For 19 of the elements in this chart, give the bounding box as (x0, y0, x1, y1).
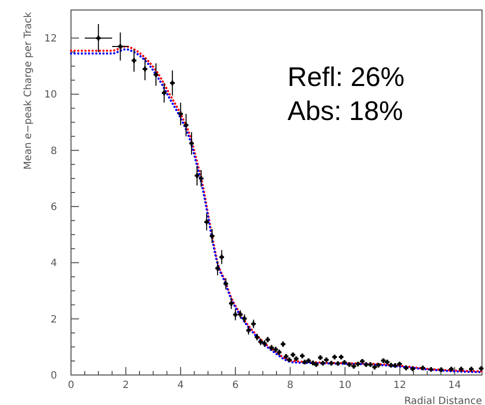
y-tick-label: 10 (44, 90, 57, 101)
y-tick-label: 2 (50, 314, 57, 326)
y-tick-label: 0 (50, 370, 57, 382)
annotation: Abs: 18% (287, 96, 404, 126)
x-tick-label: 12 (393, 380, 406, 391)
y-tick-label: 8 (50, 146, 57, 157)
x-tick-label: 8 (287, 380, 294, 391)
y-tick-label: 6 (50, 202, 57, 214)
x-tick-label: 0 (68, 380, 74, 391)
y-tick-label: 4 (50, 258, 57, 270)
x-axis-title: Radial Distance (404, 396, 482, 405)
y-tick-label: 12 (44, 34, 57, 45)
annotation: Refl: 26% (287, 62, 405, 92)
x-tick-label: 10 (338, 380, 352, 391)
x-tick-label: 2 (122, 380, 129, 391)
x-tick-label: 14 (448, 380, 461, 391)
x-tick-label: 4 (177, 380, 184, 391)
y-axis-title: Mean e−peak Charge per Track (23, 12, 34, 170)
x-tick-label: 6 (232, 380, 239, 391)
